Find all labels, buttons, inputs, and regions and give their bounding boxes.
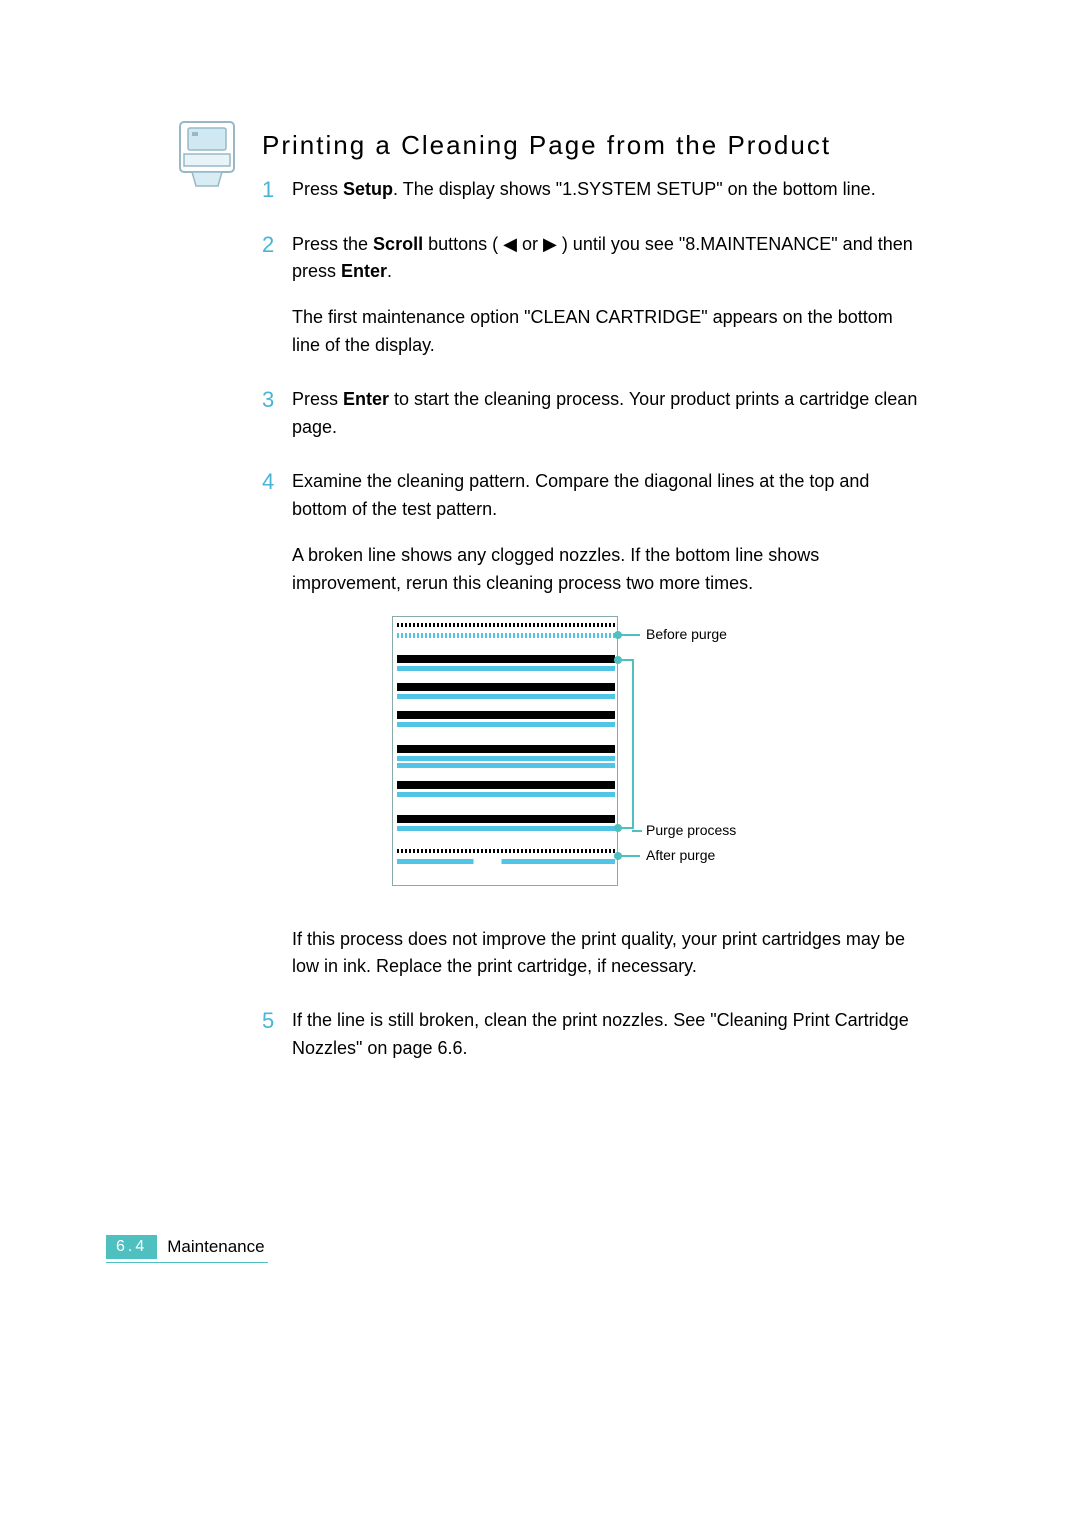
purge-bar bbox=[397, 763, 615, 768]
step-3-text: Press Enter to start the cleaning proces… bbox=[292, 386, 922, 442]
callout-line bbox=[632, 659, 634, 829]
after-black-line bbox=[397, 849, 615, 853]
label-before-purge: Before purge bbox=[646, 626, 727, 642]
purge-bar bbox=[397, 781, 615, 789]
chapter-name: Maintenance bbox=[167, 1237, 264, 1257]
purge-bar bbox=[397, 683, 615, 691]
purge-bar bbox=[397, 826, 615, 831]
footer-rule bbox=[106, 1262, 268, 1263]
step-4-p3: If this process does not improve the pri… bbox=[292, 926, 922, 982]
label-purge-process: Purge process bbox=[646, 822, 736, 838]
step-number: 5 bbox=[262, 1007, 292, 1063]
cleaning-pattern-diagram: Before purge Purge process After purge bbox=[392, 616, 864, 888]
purge-bar bbox=[397, 655, 615, 663]
step-2-p2: The first maintenance option "CLEAN CART… bbox=[292, 304, 922, 360]
step-2-p1: Press the Scroll buttons ( ◀ or ▶ ) unti… bbox=[292, 231, 922, 287]
callout-line bbox=[632, 830, 642, 832]
diagram-frame bbox=[392, 616, 618, 886]
purge-bar bbox=[397, 815, 615, 823]
purge-bar bbox=[397, 722, 615, 727]
page-number-badge: 6.4 bbox=[106, 1235, 157, 1259]
callout-line bbox=[620, 827, 632, 829]
purge-bar bbox=[397, 694, 615, 699]
callout-line bbox=[620, 855, 640, 857]
step-number: 4 bbox=[262, 468, 292, 981]
callout-line bbox=[620, 659, 632, 661]
purge-bar bbox=[397, 792, 615, 797]
purge-bar bbox=[397, 711, 615, 719]
before-cyan-line bbox=[397, 633, 615, 638]
purge-bar bbox=[397, 756, 615, 761]
step-number: 2 bbox=[262, 231, 292, 361]
purge-bar bbox=[397, 745, 615, 753]
step-number: 1 bbox=[262, 176, 292, 205]
step-5-text: If the line is still broken, clean the p… bbox=[292, 1007, 922, 1063]
step-number: 3 bbox=[262, 386, 292, 442]
printer-icon bbox=[178, 120, 236, 190]
after-cyan-line bbox=[397, 859, 615, 864]
step-2: 2 Press the Scroll buttons ( ◀ or ▶ ) un… bbox=[262, 231, 922, 361]
before-black-line bbox=[397, 623, 615, 627]
step-1: 1 Press Setup. The display shows "1.SYST… bbox=[262, 176, 922, 205]
section-heading: Printing a Cleaning Page from the Produc… bbox=[262, 130, 831, 161]
step-5: 5 If the line is still broken, clean the… bbox=[262, 1007, 922, 1063]
page-footer: 6.4 Maintenance bbox=[106, 1235, 265, 1259]
step-1-text: Press Setup. The display shows "1.SYSTEM… bbox=[292, 176, 922, 204]
callout-line bbox=[620, 634, 640, 636]
purge-bar bbox=[397, 666, 615, 671]
step-3: 3 Press Enter to start the cleaning proc… bbox=[262, 386, 922, 442]
step-4-p2: A broken line shows any clogged nozzles.… bbox=[292, 542, 922, 598]
label-after-purge: After purge bbox=[646, 847, 715, 863]
step-4-p1: Examine the cleaning pattern. Compare th… bbox=[292, 468, 922, 524]
